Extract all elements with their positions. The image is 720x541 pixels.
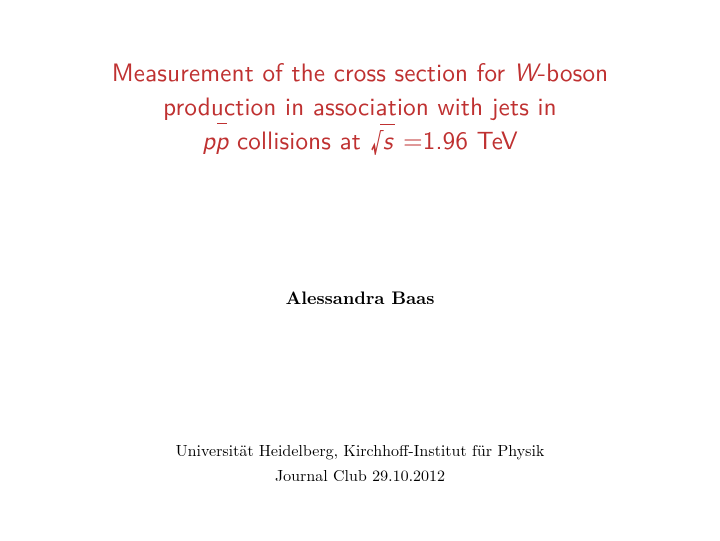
title-line1-pre: Measurement of the cross section for xyxy=(112,52,514,89)
slide: Measurement of the cross section for W-b… xyxy=(0,0,720,541)
title-line2: production in association with jets in xyxy=(163,86,557,123)
affiliation-institution: Universität Heidelberg, Kirchhoff-Instit… xyxy=(176,438,545,461)
slide-title: Measurement of the cross section for W-b… xyxy=(112,54,609,155)
title-p: p xyxy=(202,120,215,157)
affiliation-event-date: Journal Club 29.10.2012 xyxy=(275,463,445,486)
title-equals: = xyxy=(395,120,423,157)
title-collisions-text: collisions at xyxy=(228,120,369,157)
title-w-italic: W xyxy=(514,52,538,89)
author-name: Alessandra Baas xyxy=(286,285,435,310)
title-sqrt: √s xyxy=(370,122,395,156)
title-energy-unit: TeV xyxy=(468,120,518,157)
title-sqrt-s: s xyxy=(381,122,395,156)
affiliation-block: Universität Heidelberg, Kirchhoff-Instit… xyxy=(176,438,545,488)
title-line1-post: -boson xyxy=(538,52,609,89)
title-energy-value: 1.96 xyxy=(423,120,468,157)
title-pbar: p xyxy=(215,122,228,156)
